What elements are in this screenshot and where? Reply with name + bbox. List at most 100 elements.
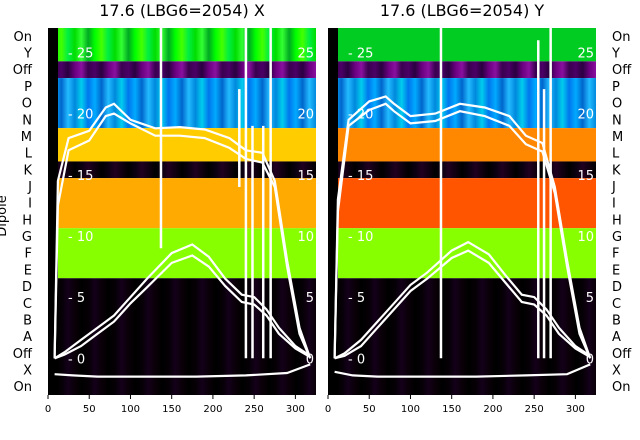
panel-title-x: 17.6 (LBG6=2054) X: [99, 1, 265, 20]
row-label-left: I: [28, 197, 32, 212]
inner-tick-label: - 10: [348, 230, 373, 245]
row-label-right: L: [612, 147, 620, 162]
inner-tick-label: - 15: [68, 169, 93, 184]
heatmap-band: [48, 128, 316, 162]
row-label-left: P: [24, 80, 32, 95]
row-label-right: G: [612, 230, 622, 245]
x-tick-label: 150: [442, 404, 461, 415]
heatmap-band: [328, 61, 596, 79]
series-line: [54, 363, 311, 378]
row-label-right: On: [612, 30, 630, 45]
inner-tick-label: - 0: [348, 352, 365, 367]
inner-tick-label: - 10: [68, 230, 93, 245]
x-tick-label: 200: [203, 404, 222, 415]
inner-tick-label: - 20: [68, 108, 93, 123]
row-label-left: B: [23, 313, 32, 328]
row-label-right: On: [612, 380, 630, 395]
row-label-right: E: [612, 263, 620, 278]
row-label-left: O: [22, 97, 32, 112]
row-label-left: C: [23, 297, 32, 312]
heatmap-band: [328, 161, 596, 179]
row-label-right: C: [612, 297, 621, 312]
row-label-right: B: [612, 313, 621, 328]
series-line: [334, 249, 591, 360]
inner-tick-label: - 0: [68, 352, 85, 367]
x-tick-label: 150: [162, 404, 181, 415]
row-label-left: On: [14, 380, 32, 395]
row-label-left: M: [21, 130, 32, 145]
row-label-right: Off: [612, 347, 632, 362]
inner-tick-label: 25: [577, 46, 594, 61]
heatmap-band: [48, 61, 316, 79]
x-tick-label: 250: [245, 404, 264, 415]
row-label-right: A: [612, 330, 621, 345]
row-label-left: L: [25, 147, 33, 162]
edge-strip: [48, 28, 58, 395]
row-label-right: Off: [612, 63, 632, 78]
series-line: [334, 363, 591, 378]
panel-1: - 25 25 - 20 20 - 15 15 - 10 10 - 5 5 - 0 0 0 50 100 15…: [325, 28, 596, 415]
inner-tick-label: 5: [306, 291, 314, 306]
row-label-right: Y: [611, 47, 620, 62]
inner-tick-label: 25: [297, 46, 314, 61]
inner-tick-label: 5: [586, 291, 594, 306]
x-tick-label: 0: [325, 404, 331, 415]
y-axis-label: Dipole: [0, 195, 10, 236]
series-line: [54, 254, 311, 360]
x-tick-label: 200: [483, 404, 502, 415]
x-tick-label: 100: [401, 404, 420, 415]
x-tick-label: 300: [566, 404, 585, 415]
series-line: [334, 240, 591, 360]
row-label-right: J: [611, 180, 616, 195]
row-label-left: X: [23, 363, 32, 378]
row-label-left: Off: [13, 347, 33, 362]
row-label-left: E: [24, 263, 32, 278]
x-tick-label: 100: [121, 404, 140, 415]
x-tick-label: 250: [525, 404, 544, 415]
row-label-left: J: [27, 180, 32, 195]
inner-tick-label: 20: [577, 108, 594, 123]
row-label-left: N: [22, 113, 32, 128]
row-label-right: M: [612, 130, 623, 145]
row-label-right: I: [612, 197, 616, 212]
inner-tick-label: 10: [577, 230, 594, 245]
inner-tick-label: - 20: [348, 108, 373, 123]
row-label-right: X: [612, 363, 621, 378]
inner-tick-label: 15: [297, 169, 314, 184]
row-label-right: N: [612, 113, 622, 128]
row-label-left: On: [14, 30, 32, 45]
series-line: [54, 243, 311, 360]
row-label-left: F: [25, 247, 32, 262]
row-label-right: O: [612, 97, 622, 112]
row-label-left: A: [23, 330, 32, 345]
row-label-right: P: [612, 80, 620, 95]
inner-tick-label: - 25: [68, 46, 93, 61]
inner-tick-label: 20: [297, 108, 314, 123]
series-line: [53, 112, 312, 359]
inner-tick-label: - 25: [348, 46, 373, 61]
x-tick-label: 0: [45, 404, 51, 415]
inner-tick-label: 10: [297, 230, 314, 245]
inner-tick-label: 0: [306, 352, 314, 367]
inner-tick-label: 0: [586, 352, 594, 367]
panel-0: - 25 25 - 20 20 - 15 15 - 10 10 - 5 5 - 0 0 0 50 100 15…: [45, 28, 316, 415]
row-label-left: Y: [23, 47, 32, 62]
x-tick-label: 50: [83, 404, 96, 415]
row-label-left: G: [22, 230, 32, 245]
heatmap-band: [48, 161, 316, 179]
series-line: [333, 102, 592, 359]
row-label-left: Off: [13, 63, 33, 78]
row-label-left: K: [23, 163, 32, 178]
inner-tick-label: - 5: [348, 291, 365, 306]
row-label-right: K: [612, 163, 621, 178]
row-label-left: D: [22, 280, 32, 295]
row-label-right: D: [612, 280, 622, 295]
inner-tick-label: - 15: [348, 169, 373, 184]
row-label-right: F: [612, 247, 619, 262]
inner-tick-label: 15: [577, 169, 594, 184]
inner-tick-label: - 5: [68, 291, 85, 306]
panel-title-y: 17.6 (LBG6=2054) Y: [380, 1, 545, 20]
x-tick-label: 300: [286, 404, 305, 415]
